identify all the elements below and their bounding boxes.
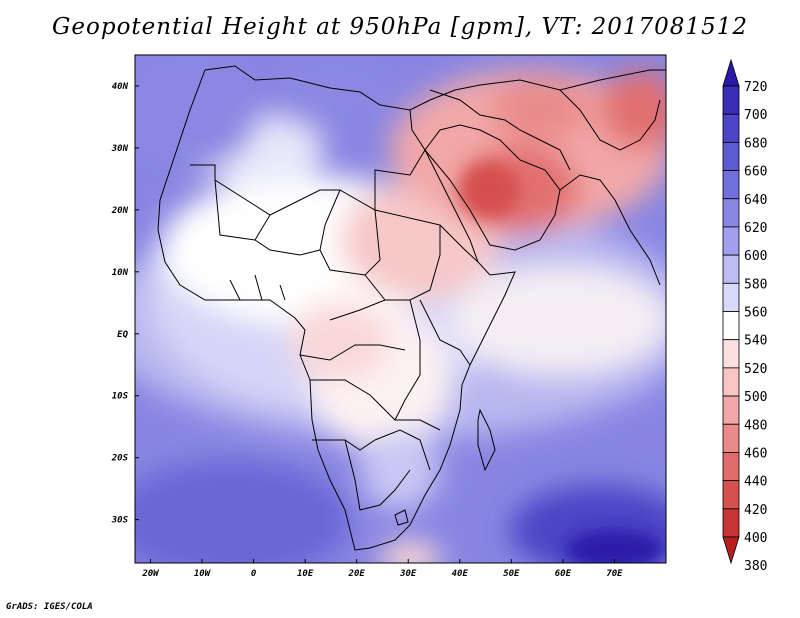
colorbar-swatch xyxy=(722,508,740,538)
lon-tick-label: 40E xyxy=(452,569,469,579)
colorbar-swatch xyxy=(722,423,740,453)
colorbar-label: 700 xyxy=(744,108,767,123)
colorbar-swatch xyxy=(722,282,740,312)
lon-tick-label: 20W xyxy=(141,569,160,579)
colorbar-swatch xyxy=(722,170,740,200)
colorbar-label: 400 xyxy=(744,531,767,546)
colorbar-top-arrow xyxy=(722,58,740,87)
colorbar-label: 440 xyxy=(744,475,767,490)
colorbar-swatch xyxy=(722,452,740,482)
colorbar-label: 580 xyxy=(744,277,767,292)
map-frame xyxy=(134,54,667,564)
colorbar-label: 640 xyxy=(744,193,767,208)
lat-tick-label: 10S xyxy=(112,392,129,402)
colorbar-swatch xyxy=(722,339,740,369)
colorbar-label: 380 xyxy=(744,559,767,574)
colorbar-label: 500 xyxy=(744,390,767,405)
colorbar-swatch xyxy=(722,141,740,171)
colorbar-swatch xyxy=(722,254,740,284)
colorbar-label: 420 xyxy=(744,503,767,518)
colorbar-label: 560 xyxy=(744,306,767,321)
colorbar-swatch xyxy=(722,198,740,228)
lon-tick-label: 10E xyxy=(297,569,314,579)
colorbar-label: 540 xyxy=(744,334,767,349)
colorbar-label: 460 xyxy=(744,446,767,461)
colorbar-swatch xyxy=(722,85,740,115)
lon-tick-label: 50E xyxy=(503,569,520,579)
lat-tick-label: 10N xyxy=(112,268,129,278)
colorbar-label: 720 xyxy=(744,80,767,95)
colorbar: 720 700 680 660 640 620 600 580 560 540 520 500 480 4… xyxy=(722,58,767,574)
colorbar-bottom-arrow xyxy=(722,536,740,565)
footer-credit: GrADS: IGES/COLA xyxy=(6,602,93,612)
lon-tick-label: 60E xyxy=(555,569,572,579)
colorbar-swatch xyxy=(722,395,740,425)
lat-tick-label: 40N xyxy=(112,82,129,92)
colorbar-swatch xyxy=(722,226,740,256)
lon-tick-label: 70E xyxy=(606,569,623,579)
lat-axis: 40N 30N 20N 10N EQ 10S 20S 30S xyxy=(111,82,139,526)
lat-tick-label: 30N xyxy=(111,144,129,154)
colorbar-swatch xyxy=(722,480,740,510)
lat-tick-label: 30S xyxy=(111,516,129,526)
colorbar-label: 480 xyxy=(744,418,767,433)
colorbar-swatch xyxy=(722,113,740,143)
lon-tick-label: 10W xyxy=(194,569,212,579)
lat-tick-label: 20S xyxy=(111,454,129,464)
colorbar-swatch xyxy=(722,367,740,397)
colorbar-label: 660 xyxy=(744,165,767,180)
lon-tick-label: 30E xyxy=(399,569,417,579)
lon-tick-label: 0 xyxy=(251,569,257,579)
colorbar-label: 620 xyxy=(744,221,767,236)
lon-tick-label: 20E xyxy=(348,569,366,579)
lat-tick-label: EQ xyxy=(117,330,128,340)
height-field xyxy=(135,55,666,563)
colorbar-label: 520 xyxy=(744,362,767,377)
coastlines xyxy=(157,65,666,551)
chart-title: Geopotential Height at 950hPa [gpm], VT:… xyxy=(52,14,748,40)
colorbar-label: 600 xyxy=(744,249,767,264)
colorbar-swatch xyxy=(722,311,740,341)
lon-axis: 20W 10W 0 10E 20E 30E 40E 50E 60E 70E xyxy=(141,559,623,579)
colorbar-label: 680 xyxy=(744,136,767,151)
lat-tick-label: 20N xyxy=(111,206,129,216)
